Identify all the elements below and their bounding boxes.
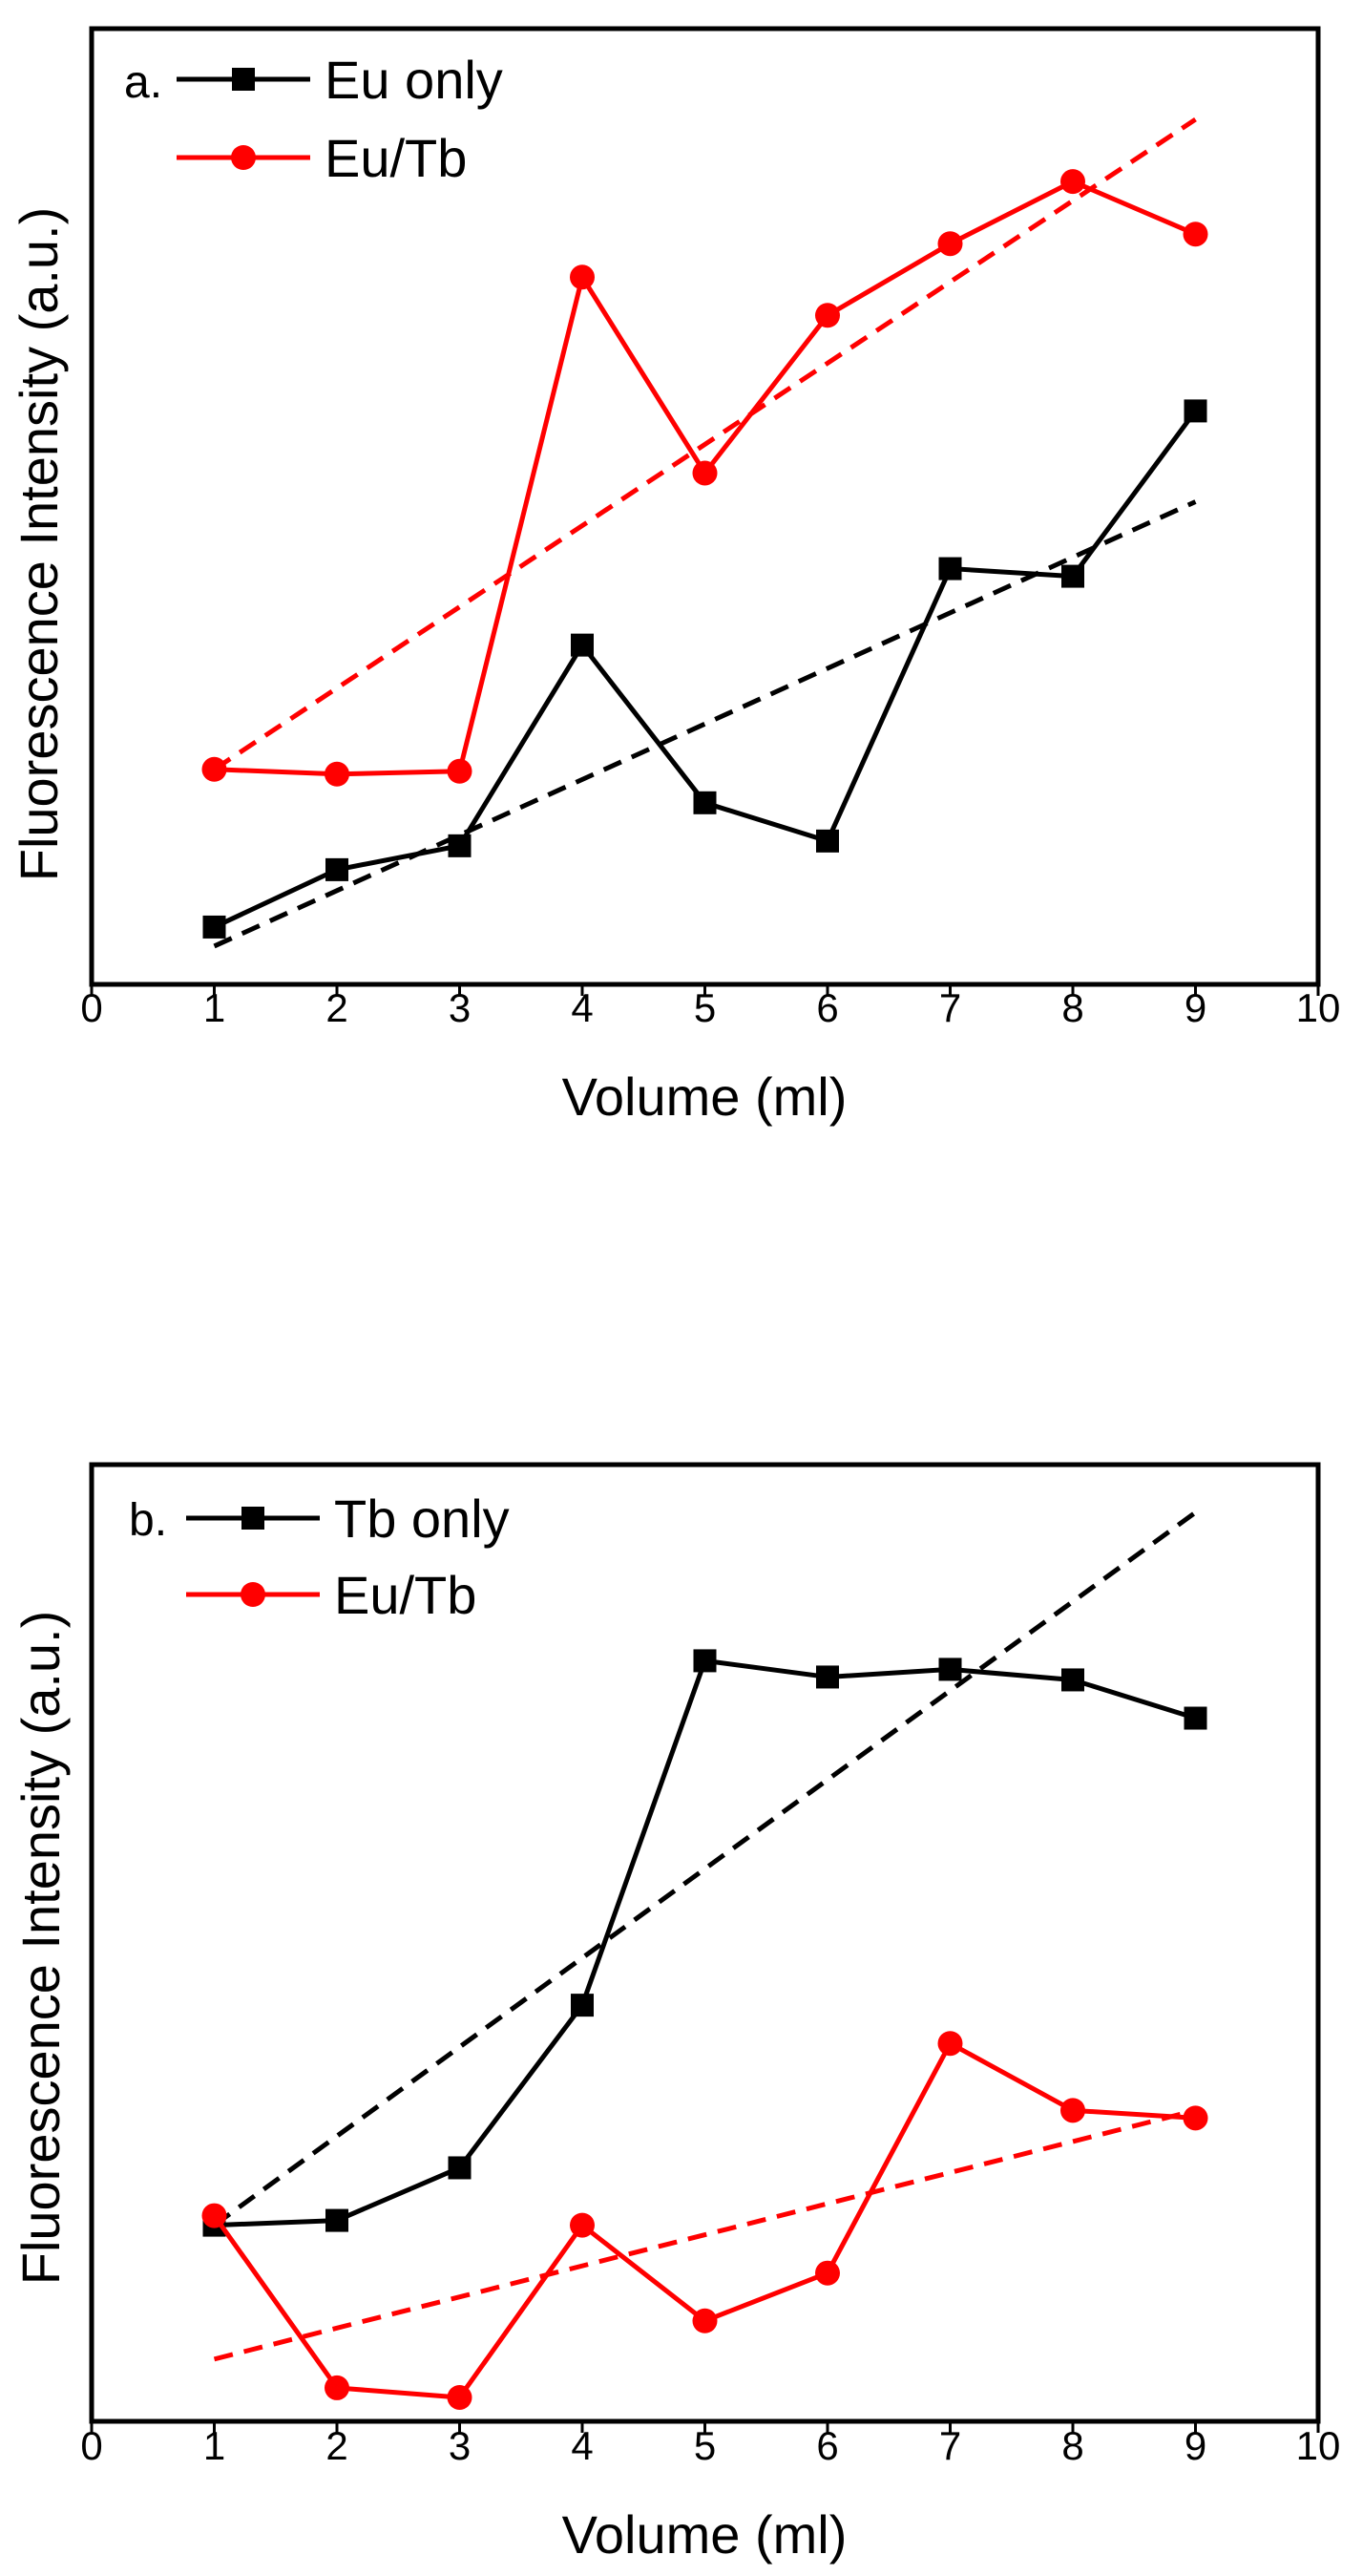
- panel-b: 0 1 2 3 4 5 6 7 8 9 10 Volume (ml) Fluorescence In…: [10, 1462, 1340, 2565]
- data-point-eu-tb: [570, 2212, 595, 2238]
- trendline: [213, 1510, 1197, 2228]
- legend: Eu only Eu/Tb: [177, 50, 503, 188]
- legend-marker-tb-only: [241, 1507, 264, 1530]
- data-point-tb-only: [938, 1658, 962, 1681]
- x-tick-label: 3: [449, 985, 471, 1030]
- x-tick-label: 8: [1061, 2423, 1083, 2468]
- data-point-tb-only: [1061, 1668, 1084, 1692]
- data-point-eu-only: [571, 633, 594, 657]
- data-point-eu-tb: [1060, 2098, 1085, 2123]
- data-point-eu-tb: [325, 2375, 349, 2400]
- x-axis-ticks: 0 1 2 3 4 5 6 7 8 9 10: [80, 984, 1340, 1030]
- data-point-eu-tb: [815, 303, 840, 328]
- x-axis-title: Volume (ml): [562, 2504, 848, 2565]
- x-axis-ticks: 0 1 2 3 4 5 6 7 8 9 10: [80, 2421, 1340, 2468]
- x-tick-label: 0: [80, 2423, 102, 2468]
- x-tick-label: 9: [1185, 985, 1206, 1030]
- x-tick-label: 5: [694, 985, 716, 1030]
- x-tick-label: 2: [325, 985, 347, 1030]
- data-point-eu-tb: [325, 761, 349, 787]
- data-point-eu-only: [1061, 564, 1084, 588]
- trendline: [213, 2107, 1197, 2362]
- y-axis-title: Fluorescence Intensity (a.u.): [10, 1611, 71, 2286]
- data-point-eu-tb: [1060, 169, 1085, 195]
- data-point-tb-only: [816, 1665, 839, 1689]
- data-point-eu-tb: [1183, 222, 1208, 247]
- x-tick-label: 10: [1296, 2423, 1341, 2468]
- data-point-eu-tb: [570, 264, 595, 290]
- data-point-eu-tb: [447, 2384, 472, 2410]
- x-tick-label: 3: [449, 2423, 471, 2468]
- plot-frame: [89, 1462, 1321, 2424]
- x-tick-label: 0: [80, 985, 102, 1030]
- data-point-eu-tb: [201, 756, 227, 782]
- series-line-tb-only: [214, 1658, 1197, 2228]
- data-point-eu-tb: [937, 231, 963, 257]
- data-point-eu-only: [693, 791, 717, 814]
- legend-label-tb-only: Tb only: [334, 1489, 510, 1549]
- legend: Tb only Eu/Tb: [186, 1489, 510, 1625]
- x-tick-label: 4: [571, 2423, 593, 2468]
- trendline: [213, 499, 1197, 949]
- x-tick-label: 1: [203, 2423, 225, 2468]
- data-point-eu-tb: [692, 2308, 718, 2333]
- series-line-eu-only: [213, 409, 1198, 930]
- data-point-tb-only: [325, 2208, 348, 2232]
- data-point-eu-only: [448, 834, 472, 857]
- x-tick-label: 6: [816, 985, 838, 1030]
- data-point-eu-tb: [201, 2203, 227, 2228]
- x-tick-label: 8: [1061, 985, 1083, 1030]
- legend-marker-eu-only: [232, 68, 255, 91]
- data-point-eu-tb: [692, 460, 718, 486]
- trendline: [213, 117, 1197, 771]
- data-point-eu-only: [325, 857, 348, 881]
- data-point-tb-only: [1184, 1706, 1207, 1730]
- x-tick-label: 4: [571, 985, 593, 1030]
- x-tick-label: 5: [694, 2423, 716, 2468]
- data-point-eu-only: [938, 557, 962, 581]
- x-tick-label: 6: [816, 2423, 838, 2468]
- series-line-eu-tb: [212, 2040, 1196, 2400]
- trendlines: [213, 1510, 1197, 2362]
- series: [201, 1649, 1208, 2410]
- y-axis-title: Fluorescence Intensity (a.u.): [9, 207, 69, 882]
- data-point-eu-tb: [1183, 2105, 1208, 2131]
- data-point-eu-tb: [447, 758, 472, 784]
- data-point-eu-only: [202, 915, 226, 939]
- panel-label: a.: [124, 57, 162, 108]
- data-point-tb-only: [693, 1649, 717, 1673]
- x-tick-label: 10: [1296, 985, 1341, 1030]
- trendlines: [213, 117, 1197, 949]
- plot-frame: [89, 26, 1321, 987]
- x-tick-label: 7: [939, 985, 961, 1030]
- legend-marker-eu-tb: [231, 145, 256, 170]
- panel-a: 0 1 2 3 4 5 6 7 8 9 10 Volume (ml) Fluorescence In…: [9, 26, 1340, 1127]
- legend-label-eu-tb: Eu/Tb: [325, 128, 467, 188]
- data-point-eu-only: [816, 829, 839, 853]
- data-point-eu-only: [1184, 399, 1207, 423]
- x-axis-title: Volume (ml): [562, 1066, 848, 1127]
- x-tick-label: 9: [1185, 2423, 1206, 2468]
- data-point-eu-tb: [815, 2260, 840, 2286]
- legend-label-eu-only: Eu only: [325, 50, 503, 110]
- panel-label: b.: [129, 1495, 167, 1546]
- x-tick-label: 7: [939, 2423, 961, 2468]
- x-tick-label: 2: [325, 2423, 347, 2468]
- data-point-tb-only: [571, 1994, 594, 2017]
- legend-label-eu-tb: Eu/Tb: [334, 1565, 476, 1625]
- data-point-tb-only: [448, 2156, 472, 2180]
- data-point-eu-tb: [937, 2031, 963, 2057]
- legend-marker-eu-tb: [241, 1582, 265, 1607]
- series: [201, 169, 1208, 939]
- x-tick-label: 1: [203, 985, 225, 1030]
